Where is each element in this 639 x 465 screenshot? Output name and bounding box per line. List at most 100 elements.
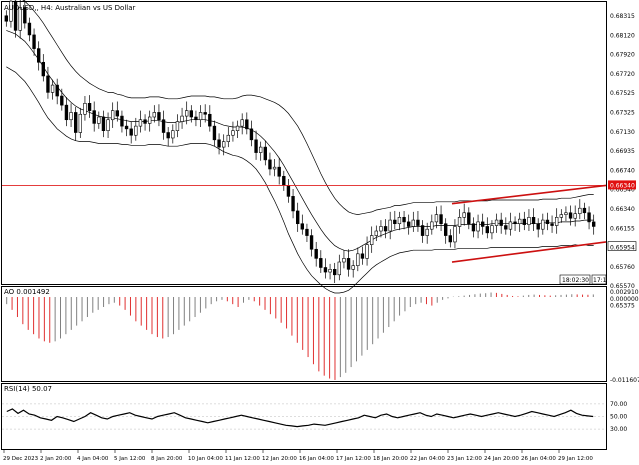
candle-body xyxy=(462,212,466,218)
candle-body xyxy=(309,235,314,250)
price-tick-label: 0.68120 xyxy=(610,32,635,39)
awesome-oscillator-histogram xyxy=(6,292,594,380)
candle-body xyxy=(152,112,157,118)
candle-body xyxy=(115,110,120,117)
candle-body xyxy=(305,228,309,236)
time-tick-label: 4 Jan 04:00 xyxy=(77,456,109,462)
candle-body xyxy=(157,112,161,121)
candle-body xyxy=(480,221,485,227)
candle-body xyxy=(249,128,254,141)
candle-body xyxy=(120,115,124,127)
candle-body xyxy=(457,217,462,227)
rsi-title: RSI(14) 50.07 xyxy=(4,385,52,393)
ao-tick-label: -0.011607 xyxy=(610,377,639,384)
candle-body xyxy=(268,159,272,170)
candle-body xyxy=(522,218,526,225)
candle-body xyxy=(346,258,351,270)
candle-body xyxy=(351,265,355,270)
candle-body xyxy=(416,219,420,226)
price-tick-label: 0.65570 xyxy=(610,283,635,290)
candle-body xyxy=(254,139,258,153)
time-tick-label: 23 Jan 12:00 xyxy=(447,456,482,462)
candle-body xyxy=(148,116,152,124)
candle-body xyxy=(582,207,587,214)
candle-body xyxy=(453,226,457,243)
time-tick-label: 29 Jan 12:00 xyxy=(558,456,593,462)
price-tick-label: 0.66935 xyxy=(610,148,635,155)
candle-body xyxy=(439,214,443,225)
candle-body xyxy=(106,119,110,131)
price-tick-label: 0.67525 xyxy=(610,90,635,97)
price-tick-label: 0.67130 xyxy=(610,129,635,136)
candle-body xyxy=(365,244,369,259)
candle-body xyxy=(166,132,170,139)
candle-body xyxy=(356,253,360,266)
time-tick-label: 29 Dec 2023 xyxy=(3,456,39,462)
candle-body xyxy=(374,230,378,236)
candle-body xyxy=(342,258,346,263)
time-button[interactable]: 18:02:30 xyxy=(562,277,589,284)
candle-body xyxy=(32,34,36,49)
price-tick-label: 0.67325 xyxy=(610,110,635,117)
candle-body xyxy=(226,134,231,142)
candle-body xyxy=(319,258,323,268)
candle-body xyxy=(143,119,147,124)
candle-body xyxy=(591,221,596,227)
candle-body xyxy=(337,261,341,276)
current-price-badge xyxy=(607,241,637,251)
candle-body xyxy=(13,0,18,31)
time-tick-label: 10 Jan 04:00 xyxy=(188,456,223,462)
price-tick-label: 0.66740 xyxy=(610,167,635,174)
candle-body xyxy=(189,110,194,118)
time-tick-label: 26 Jan 04:00 xyxy=(521,456,556,462)
time-tick-label: 5 Jan 12:00 xyxy=(114,456,146,462)
candle-body xyxy=(263,146,267,161)
channel-lower-line xyxy=(451,241,607,263)
candle-body xyxy=(286,185,291,197)
candle-body xyxy=(203,112,207,115)
candle-body xyxy=(393,219,397,225)
candle-body xyxy=(55,84,59,97)
candle-body xyxy=(277,166,281,177)
time-button-2-frame[interactable] xyxy=(591,274,607,285)
ao-title: AO 0.001492 xyxy=(4,288,50,296)
candle-body xyxy=(291,196,295,212)
upper-band xyxy=(22,0,594,215)
time-button-frame[interactable] xyxy=(559,274,591,285)
candle-body xyxy=(578,207,582,214)
candle-body xyxy=(97,116,101,124)
candle-body xyxy=(430,221,434,230)
candle-body xyxy=(258,146,263,153)
candle-body xyxy=(208,113,212,127)
candle-body xyxy=(550,223,554,226)
candle-body xyxy=(295,210,300,225)
time-button-2[interactable]: 17:1 xyxy=(593,277,607,284)
candle-body xyxy=(185,110,189,117)
candle-body xyxy=(314,248,318,259)
candle-body xyxy=(180,115,184,122)
candle-body xyxy=(383,226,388,232)
candle-body xyxy=(36,48,41,63)
price-tick-label: 0.65760 xyxy=(610,264,635,271)
candle-body xyxy=(92,110,96,124)
candle-body xyxy=(545,219,550,225)
candle-body xyxy=(161,119,166,133)
candle-body xyxy=(60,95,64,106)
candle-body xyxy=(494,219,499,226)
candle-body xyxy=(448,235,452,243)
time-tick-label: 11 Jan 12:00 xyxy=(225,456,260,462)
candle-body xyxy=(171,130,175,139)
candle-body xyxy=(467,212,471,225)
candle-body xyxy=(471,223,476,232)
candle-body xyxy=(360,253,365,259)
time-tick-label: 8 Jan 20:00 xyxy=(151,456,183,462)
candle-body xyxy=(74,112,78,133)
price-tick-label: 0.67920 xyxy=(610,52,635,59)
candle-body xyxy=(564,212,568,215)
candle-body xyxy=(554,217,559,226)
candle-body xyxy=(443,223,448,236)
candle-body xyxy=(64,104,69,121)
time-tick-label: 2 Jan 20:00 xyxy=(40,456,72,462)
price-panel-frame xyxy=(1,1,607,285)
candle-body xyxy=(46,75,50,93)
